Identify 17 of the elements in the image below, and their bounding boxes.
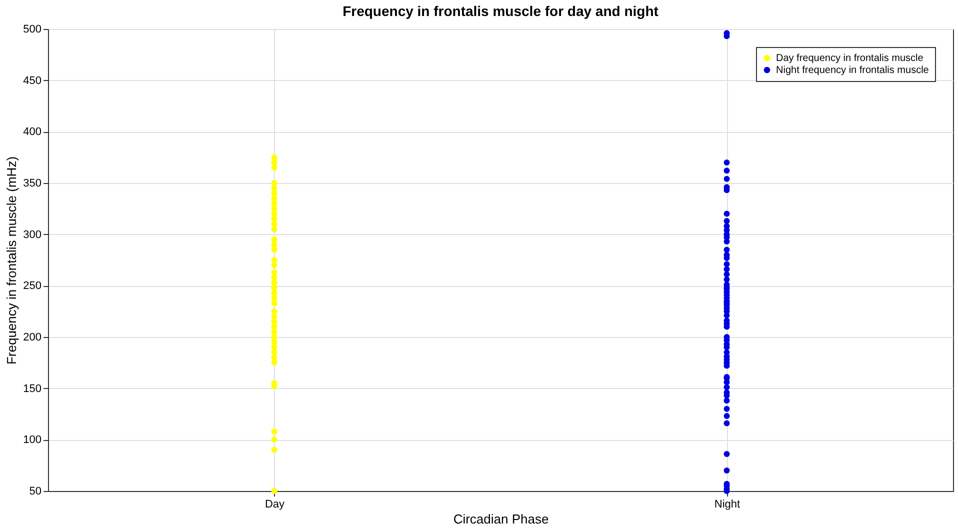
legend-label: Day frequency in frontalis muscle (776, 53, 924, 64)
chart-title: Frequency in frontalis muscle for day and night (342, 3, 659, 19)
y-tick-label: 400 (23, 126, 42, 138)
legend-label: Night frequency in frontalis muscle (776, 65, 930, 76)
y-tick-label: 500 (23, 24, 42, 36)
y-tick-label: 150 (23, 382, 42, 395)
y-tick-label: 450 (23, 74, 42, 87)
y-tick-label: 200 (23, 332, 42, 344)
y-tick-label: 50 (29, 486, 42, 498)
y-axis-title: Frequency in frontalis muscle (mHz) (4, 156, 20, 365)
y-tick-label: 300 (23, 228, 42, 241)
x-axis-title: Circadian Phase (453, 512, 549, 526)
y-tick-label: 250 (23, 280, 42, 292)
x-tick-label: Day (264, 498, 286, 510)
x-tick-label: Night (714, 498, 740, 510)
y-tick-label: 100 (23, 434, 42, 446)
y-tick-label: 350 (23, 178, 42, 190)
